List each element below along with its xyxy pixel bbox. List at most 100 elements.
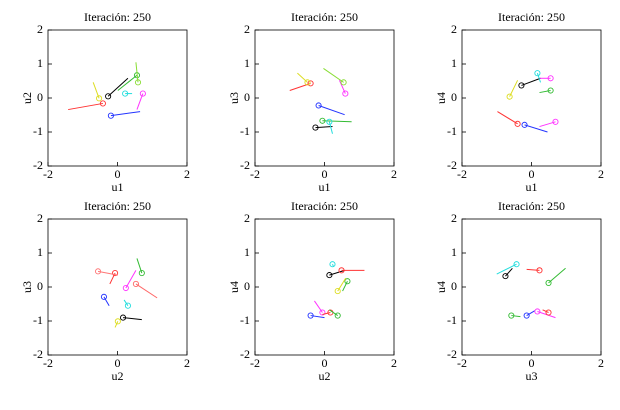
trail <box>135 62 139 83</box>
point <box>545 279 552 286</box>
point <box>139 90 146 97</box>
x-tick-label: 0 <box>115 167 121 181</box>
point <box>94 268 102 275</box>
trail <box>323 68 344 83</box>
x-tick-label: -2 <box>457 167 467 181</box>
y-tick-label: 2 <box>244 211 250 225</box>
trail <box>505 267 513 277</box>
y-tick-label: 0 <box>244 279 250 293</box>
plot-area <box>461 29 602 167</box>
point <box>506 93 513 100</box>
y-tick-label: 0 <box>37 90 43 104</box>
chart-title: Iteración: 250 <box>291 10 358 24</box>
y-tick-label: -1 <box>447 124 457 138</box>
trail <box>342 280 348 292</box>
point <box>340 79 347 86</box>
trail <box>322 312 331 316</box>
y-tick-label: 0 <box>451 90 457 104</box>
point <box>134 79 142 86</box>
x-tick-label: 0 <box>529 167 535 181</box>
x-tick-label: 0 <box>322 356 328 370</box>
trail <box>318 105 345 116</box>
y-tick-label: -1 <box>33 124 43 138</box>
y-axis-label: u3 <box>20 281 34 293</box>
point <box>342 90 349 97</box>
trail <box>511 315 521 318</box>
trail <box>297 72 308 83</box>
trail <box>548 267 566 284</box>
x-axis-label: u3 <box>526 369 538 383</box>
x-tick-label: 2 <box>598 356 604 370</box>
y-tick-label: 1 <box>37 245 43 259</box>
point <box>319 309 326 316</box>
y-tick-label: 0 <box>451 279 457 293</box>
point <box>124 302 131 309</box>
point <box>329 261 336 268</box>
point <box>315 102 322 109</box>
point <box>132 280 139 287</box>
point <box>547 75 554 82</box>
point <box>96 95 103 102</box>
y-tick-label: -1 <box>240 124 250 138</box>
point <box>107 112 114 119</box>
x-tick-label: 0 <box>115 356 121 370</box>
y-tick-label: 0 <box>37 279 43 293</box>
trail <box>496 263 517 275</box>
point <box>547 87 554 94</box>
trail <box>135 283 158 299</box>
trail <box>329 309 338 316</box>
x-tick-label: 2 <box>184 356 190 370</box>
trail <box>107 77 129 97</box>
trail <box>542 309 549 313</box>
plot-area <box>47 218 188 356</box>
point <box>536 267 543 274</box>
point <box>304 79 311 86</box>
y-tick-label: 2 <box>37 211 43 225</box>
point <box>344 278 351 285</box>
x-tick-label: 2 <box>391 356 397 370</box>
point <box>508 312 515 319</box>
x-tick-label: -2 <box>457 356 467 370</box>
trail <box>536 73 542 83</box>
point <box>100 293 107 300</box>
x-axis-label: u1 <box>526 180 538 194</box>
point <box>552 118 559 125</box>
trail <box>497 111 518 125</box>
y-tick-label: -2 <box>447 347 457 361</box>
trail <box>110 111 141 117</box>
trail <box>117 74 138 91</box>
y-tick-label: 2 <box>244 22 250 36</box>
y-axis-label: u4 <box>434 92 448 104</box>
point <box>514 120 521 127</box>
point <box>521 121 528 128</box>
x-axis-label: u2 <box>112 369 124 383</box>
trail <box>125 270 137 289</box>
x-tick-label: 2 <box>391 167 397 181</box>
chart-title: Iteración: 250 <box>291 199 358 213</box>
y-tick-label: -2 <box>33 347 43 361</box>
y-tick-label: 1 <box>451 245 457 259</box>
point <box>99 100 106 107</box>
x-tick-label: -2 <box>43 356 53 370</box>
y-tick-label: -1 <box>240 313 250 327</box>
x-tick-label: 0 <box>529 356 535 370</box>
point <box>312 124 319 131</box>
point <box>334 312 341 319</box>
trail <box>68 102 103 111</box>
x-axis-label: u1 <box>112 180 124 194</box>
x-tick-label: -2 <box>250 167 260 181</box>
trail <box>97 270 118 276</box>
point <box>307 80 314 87</box>
point <box>338 267 345 274</box>
y-axis-label: u2 <box>20 92 34 104</box>
point <box>545 309 552 316</box>
trail <box>524 124 548 133</box>
plot-area <box>254 218 395 356</box>
trail <box>123 317 142 321</box>
chart-title: Iteración: 250 <box>84 199 151 213</box>
y-tick-label: 1 <box>244 56 250 70</box>
y-tick-label: 1 <box>244 245 250 259</box>
y-tick-label: -1 <box>447 313 457 327</box>
y-tick-label: -2 <box>240 347 250 361</box>
